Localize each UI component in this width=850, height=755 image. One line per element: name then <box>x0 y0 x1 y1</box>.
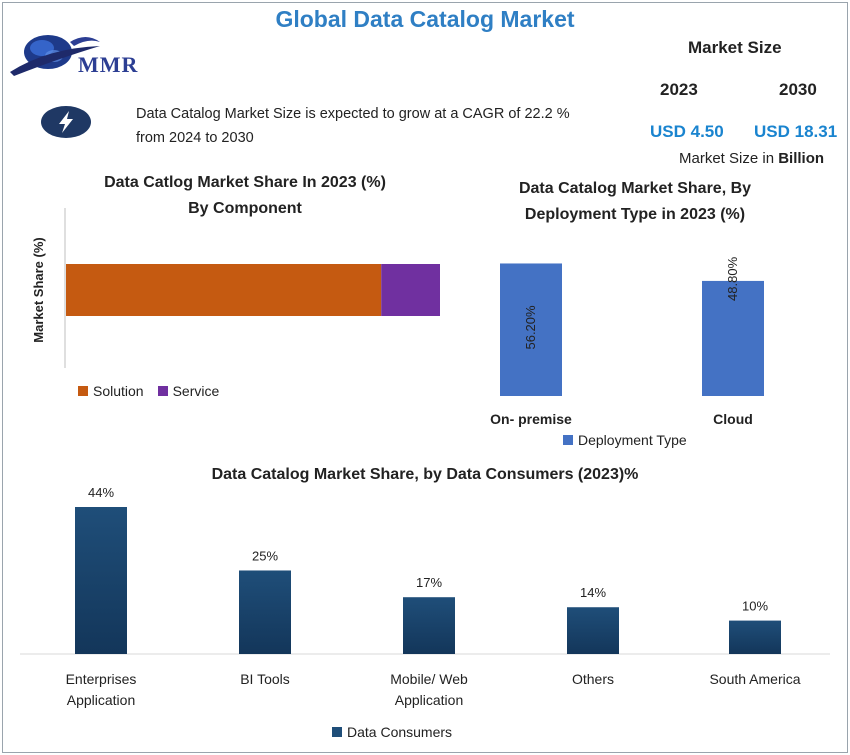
market-size-title: Market Size <box>688 38 782 57</box>
consumers-chart: 44% Enterprises Application 25% BI Tools 17% M… <box>20 485 830 708</box>
component-chart-title: Data Catlog Market Share In 2023 (%) By … <box>40 170 450 222</box>
consumers-legend: Data Consumers <box>332 724 452 740</box>
legend-label-deployment: Deployment Type <box>578 432 687 448</box>
lightning-icon <box>41 106 91 138</box>
unit-bold: Billion <box>778 150 825 167</box>
legend-swatch-deployment <box>563 435 573 445</box>
cagr-text: Data Catalog Market Size is expected to … <box>136 106 570 146</box>
unit-prefix: Market Size in <box>679 150 779 167</box>
consumers-bar <box>75 507 127 654</box>
consumers-category-label: Enterprises <box>66 671 137 687</box>
consumers-value-label: 17% <box>416 575 442 590</box>
consumers-category-label: Others <box>572 671 614 687</box>
page-title: Global Data Catalog Market <box>275 6 575 32</box>
legend-swatch-service <box>157 386 168 396</box>
logo-text: MMR <box>78 52 139 77</box>
component-title-line1: Data Catlog Market Share In 2023 (%) <box>104 174 386 191</box>
value-2023: USD 4.50 <box>650 122 724 141</box>
deployment-category-label: On- premise <box>490 411 572 427</box>
consumers-category-label: South America <box>709 671 800 687</box>
year-2030: 2030 <box>779 80 817 99</box>
bar-service <box>381 264 440 316</box>
legend-label-service: Service <box>172 383 220 399</box>
deployment-legend: Deployment Type <box>563 432 687 448</box>
deployment-title-line2: Deployment Type in 2023 (%) <box>524 206 746 223</box>
deployment-value-label: 48.80% <box>725 256 740 301</box>
deployment-chart-title: Data Catalog Market Share, By Deployment… <box>440 176 830 228</box>
deployment-bars: 56.20% On- premise 48.80% Cloud <box>490 256 764 427</box>
value-2030: USD 18.31 <box>754 122 838 141</box>
deployment-value-label: 56.20% <box>523 305 538 350</box>
consumers-bar <box>403 597 455 654</box>
consumers-chart-title: Data Catalog Market Share, by Data Consu… <box>211 466 639 483</box>
deployment-chart: 56.20% On- premise 48.80% Cloud <box>490 256 764 427</box>
component-bars <box>66 264 440 316</box>
legend-label-consumers: Data Consumers <box>347 724 453 740</box>
consumers-bar <box>239 570 291 654</box>
consumers-bar <box>567 607 619 654</box>
deployment-title-line1: Data Catalog Market Share, By <box>518 180 752 197</box>
legend-label-solution: Solution <box>93 383 144 399</box>
consumers-value-label: 25% <box>252 548 278 563</box>
consumers-category-label: BI Tools <box>240 671 290 687</box>
deployment-category-label: Cloud <box>713 411 753 427</box>
consumers-value-label: 14% <box>580 585 606 600</box>
bar-solution <box>66 264 382 316</box>
legend-swatch-consumers <box>332 727 342 737</box>
mmr-logo <box>10 35 100 76</box>
consumers-value-label: 44% <box>88 485 114 500</box>
market-size-unit: Market Size in Billion <box>679 150 824 167</box>
legend-swatch-solution <box>78 386 88 396</box>
deployment-bar <box>500 263 562 396</box>
consumers-bar <box>729 620 781 654</box>
deployment-bar <box>702 280 764 396</box>
component-chart: Market Share (%) <box>31 208 440 368</box>
consumers-category-label: Application <box>395 692 464 708</box>
consumers-bars: 44% Enterprises Application 25% BI Tools 17% M… <box>20 485 830 708</box>
consumers-category-label: Application <box>67 692 136 708</box>
year-2023: 2023 <box>660 80 698 99</box>
consumers-value-label: 10% <box>742 599 768 614</box>
component-y-axis-label: Market Share (%) <box>31 237 46 342</box>
component-title-line2: By Component <box>188 200 302 217</box>
consumers-category-label: Mobile/ Web <box>390 671 468 687</box>
component-legend: Solution Service <box>78 383 219 399</box>
